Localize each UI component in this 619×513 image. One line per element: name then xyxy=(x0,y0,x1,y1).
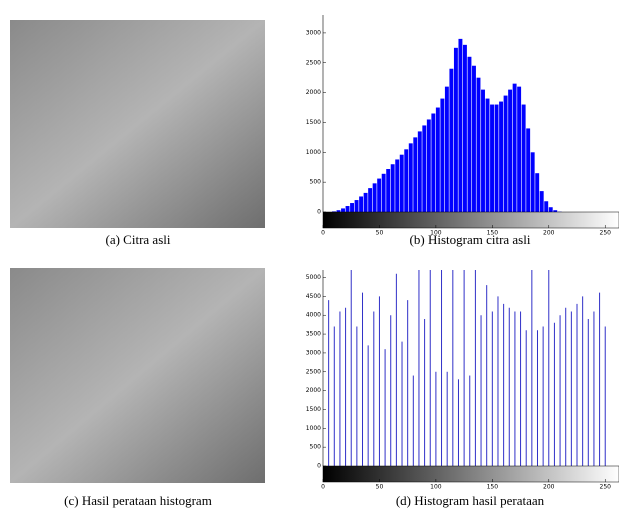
y-tick-label: 4000 xyxy=(306,312,321,319)
bar xyxy=(485,98,490,212)
bar xyxy=(341,208,345,212)
x-tick-label: 100 xyxy=(430,230,442,237)
bar xyxy=(395,159,400,212)
colorbar xyxy=(322,465,619,483)
bar xyxy=(462,44,467,213)
caption: (a) Citra asli xyxy=(106,232,171,247)
bar xyxy=(390,164,395,212)
bar xyxy=(472,65,476,212)
x-tick-label: 0 xyxy=(321,484,325,491)
colorbar xyxy=(322,211,619,229)
bar xyxy=(350,203,355,212)
bar xyxy=(530,152,535,212)
bar xyxy=(377,178,382,212)
y-tick-label: 500 xyxy=(310,444,322,451)
y-tick-label: 3000 xyxy=(306,29,321,36)
bar xyxy=(408,143,413,212)
bar xyxy=(481,89,485,212)
y-tick-label: 2500 xyxy=(306,368,321,375)
image-original xyxy=(10,20,265,228)
bar xyxy=(494,104,499,212)
image-equalized xyxy=(10,268,265,483)
x-tick-label: 100 xyxy=(430,484,442,491)
y-tick-label: 0 xyxy=(317,209,321,216)
bar xyxy=(332,211,336,212)
y-tick-label: 1000 xyxy=(306,425,321,432)
x-tick-label: 250 xyxy=(600,484,612,491)
y-tick-label: 3500 xyxy=(306,331,321,338)
caption: (b) Histogram citra asli xyxy=(410,232,531,247)
bar xyxy=(476,77,481,212)
x-tick-label: 50 xyxy=(376,484,384,491)
bar xyxy=(553,210,558,212)
bar xyxy=(440,98,445,212)
x-tick-label: 150 xyxy=(487,230,499,237)
x-tick-label: 50 xyxy=(376,230,384,237)
bar xyxy=(413,137,418,212)
y-tick-label: 2500 xyxy=(306,59,321,66)
y-tick-label: 0 xyxy=(317,463,321,470)
bar xyxy=(517,86,522,212)
bar xyxy=(426,119,431,212)
x-tick-label: 250 xyxy=(600,230,612,237)
x-tick-label: 200 xyxy=(543,484,555,491)
bar xyxy=(359,196,364,212)
bar xyxy=(535,173,540,212)
bar xyxy=(386,169,391,212)
bar xyxy=(372,183,377,212)
bar xyxy=(458,38,463,213)
bar xyxy=(368,188,373,212)
bar xyxy=(449,68,454,213)
x-tick-label: 0 xyxy=(321,230,325,237)
bar xyxy=(490,104,494,212)
bar xyxy=(503,95,508,212)
bar xyxy=(467,56,472,213)
bar xyxy=(508,89,513,212)
y-tick-label: 1500 xyxy=(306,119,321,126)
bar xyxy=(381,173,386,212)
caption: (c) Hasil perataan histogram xyxy=(64,493,212,508)
bar xyxy=(422,125,427,212)
x-tick-label: 150 xyxy=(487,484,499,491)
bar xyxy=(499,101,504,212)
bar xyxy=(354,200,359,212)
bar xyxy=(453,47,458,213)
y-tick-label: 500 xyxy=(310,179,322,186)
bar xyxy=(431,113,436,212)
bar xyxy=(526,128,531,212)
bar xyxy=(444,86,449,212)
bar xyxy=(363,192,368,212)
bar xyxy=(512,83,517,212)
y-tick-label: 4500 xyxy=(306,293,321,300)
y-tick-label: 1500 xyxy=(306,406,321,413)
y-tick-label: 1000 xyxy=(306,149,321,156)
bar xyxy=(544,201,549,212)
bar xyxy=(336,210,341,212)
bar xyxy=(435,107,440,212)
y-tick-label: 3000 xyxy=(306,349,321,356)
bar xyxy=(417,131,422,212)
bar xyxy=(345,206,350,212)
bar xyxy=(521,104,526,212)
y-tick-label: 5000 xyxy=(306,274,321,281)
bar xyxy=(548,207,553,212)
bar xyxy=(539,191,544,212)
bar xyxy=(404,149,409,212)
bar xyxy=(399,154,404,212)
y-tick-label: 2000 xyxy=(306,89,321,96)
x-tick-label: 200 xyxy=(543,230,555,237)
caption: (d) Histogram hasil perataan xyxy=(396,493,545,508)
y-tick-label: 2000 xyxy=(306,387,321,394)
